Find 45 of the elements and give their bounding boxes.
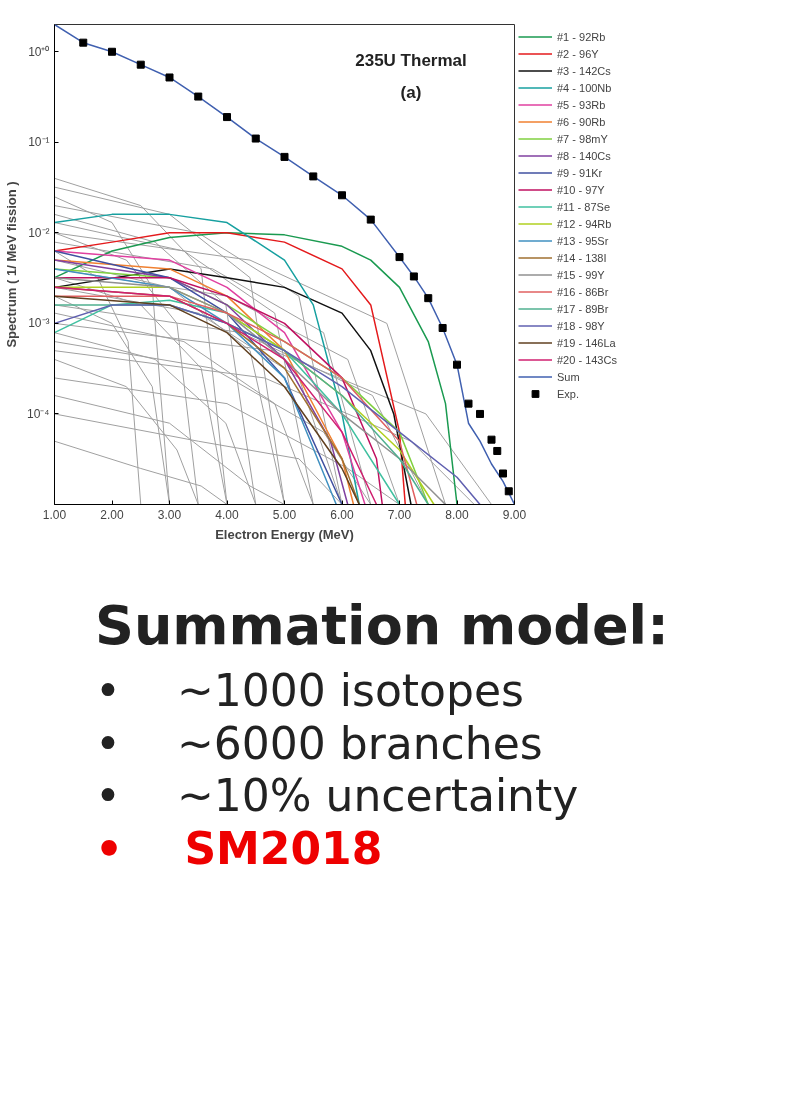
- text: • ~10% uncertainty: [95, 770, 580, 824]
- legend-label: #15 - 99Y: [557, 267, 605, 283]
- y-tick-label: 10⁻²: [28, 225, 50, 240]
- legend-label: #8 - 140Cs: [557, 148, 611, 164]
- text: • ~1000 isotopes: [95, 664, 525, 718]
- y-tick-label: 10⁻¹: [28, 135, 50, 150]
- legend-label: #19 - 146La: [557, 335, 616, 351]
- legend-label: #14 - 138I: [557, 250, 607, 266]
- x-tick-label: 6.00: [330, 507, 354, 522]
- x-tick-label: 1.00: [42, 507, 67, 522]
- legend-label: #12 - 94Rb: [557, 216, 612, 232]
- legend-label: #18 - 98Y: [557, 318, 605, 334]
- legend-label: #3 - 142Cs: [557, 63, 611, 79]
- legend-label: #11 - 87Se: [557, 199, 611, 215]
- legend-label: #7 - 98mY: [557, 131, 608, 147]
- x-tick-label: 8.00: [445, 507, 469, 522]
- text: 235U Thermal: [355, 50, 467, 70]
- legend-label: #1 - 92Rb: [557, 29, 606, 45]
- x-tick-label: 7.00: [387, 507, 412, 522]
- text: • ~6000 branches: [95, 717, 544, 771]
- x-tick-label: 3.00: [157, 507, 182, 522]
- legend-label: #16 - 86Br: [557, 284, 609, 300]
- y-tick-label: 10⁻⁴: [27, 406, 50, 421]
- legend-label: #20 - 143Cs: [557, 352, 617, 368]
- text: Summation model:: [95, 594, 669, 659]
- legend-label: #9 - 91Kr: [557, 165, 603, 181]
- y-axis-title: Spectrum ( 1/ MeV fission ): [4, 181, 19, 348]
- x-axis-title: Electron Energy (MeV): [215, 526, 354, 542]
- text: • SM2018: [95, 823, 384, 876]
- legend-label: #5 - 93Rb: [557, 97, 606, 113]
- legend-label: #2 - 96Y: [557, 46, 599, 62]
- y-tick-label: 10⁻³: [28, 316, 50, 331]
- legend-label: #4 - 100Nb: [557, 80, 612, 96]
- legend-label: #6 - 90Rb: [557, 114, 606, 130]
- x-tick-label: 9.00: [502, 507, 527, 522]
- text: (a): [400, 82, 422, 102]
- legend-label: #13 - 95Sr: [557, 233, 609, 249]
- x-tick-label: 5.00: [272, 507, 297, 522]
- y-tick-label: 10⁺⁰: [28, 44, 50, 59]
- x-tick-label: 2.00: [100, 507, 124, 522]
- legend-label: Exp.: [557, 386, 580, 402]
- legend-label: Sum: [557, 369, 580, 385]
- x-tick-label: 4.00: [215, 507, 239, 522]
- legend-label: #10 - 97Y: [557, 182, 605, 198]
- legend-label: #17 - 89Br: [557, 301, 609, 317]
